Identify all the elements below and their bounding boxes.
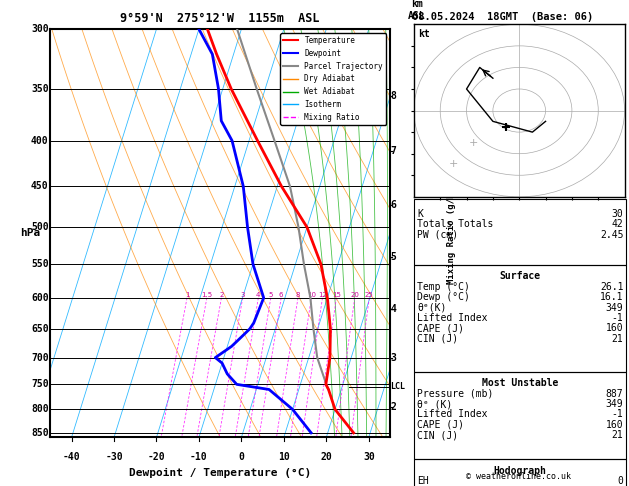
Text: 350: 350	[31, 84, 48, 94]
Text: -10: -10	[190, 451, 208, 462]
Text: Totals Totals: Totals Totals	[417, 220, 493, 229]
Text: 700: 700	[31, 353, 48, 363]
Text: 7: 7	[391, 146, 396, 156]
Text: -40: -40	[63, 451, 81, 462]
Text: 600: 600	[31, 293, 48, 303]
Text: 42: 42	[611, 220, 623, 229]
Text: 21: 21	[611, 334, 623, 344]
Text: 10: 10	[278, 451, 290, 462]
Text: 1.5: 1.5	[201, 292, 213, 298]
Text: 6: 6	[279, 292, 284, 298]
Text: 25: 25	[365, 292, 374, 298]
Text: Dewp (°C): Dewp (°C)	[417, 292, 470, 302]
Text: 160: 160	[606, 420, 623, 430]
Text: 400: 400	[31, 136, 48, 146]
Text: -1: -1	[611, 409, 623, 419]
Text: 10: 10	[307, 292, 316, 298]
Text: 300: 300	[31, 24, 48, 34]
Text: K: K	[417, 209, 423, 219]
Text: CAPE (J): CAPE (J)	[417, 324, 464, 333]
Text: 349: 349	[606, 302, 623, 312]
Text: -20: -20	[148, 451, 165, 462]
Text: Hodograph: Hodograph	[494, 466, 547, 476]
Text: 3: 3	[391, 353, 396, 363]
Text: 4: 4	[391, 304, 396, 313]
Text: hPa: hPa	[20, 228, 40, 238]
Text: 0: 0	[618, 476, 623, 486]
Text: θᵉ (K): θᵉ (K)	[417, 399, 452, 409]
Text: 30: 30	[363, 451, 375, 462]
Text: CIN (J): CIN (J)	[417, 431, 458, 440]
Text: 550: 550	[31, 259, 48, 269]
Text: 349: 349	[606, 399, 623, 409]
Text: +: +	[469, 138, 478, 148]
Text: Most Unstable: Most Unstable	[482, 378, 559, 388]
Text: 800: 800	[31, 404, 48, 415]
Text: Dewpoint / Temperature (°C): Dewpoint / Temperature (°C)	[129, 468, 311, 478]
Text: 1: 1	[185, 292, 189, 298]
Text: 2: 2	[220, 292, 223, 298]
Text: Temp (°C): Temp (°C)	[417, 282, 470, 292]
Text: km
ASL: km ASL	[408, 0, 426, 21]
Text: 20: 20	[320, 451, 332, 462]
Text: Surface: Surface	[499, 271, 541, 281]
Text: Pressure (mb): Pressure (mb)	[417, 389, 493, 399]
Text: 450: 450	[31, 181, 48, 191]
Text: 850: 850	[31, 428, 48, 438]
Text: Lifted Index: Lifted Index	[417, 409, 487, 419]
Text: 3: 3	[240, 292, 245, 298]
Text: 650: 650	[31, 324, 48, 334]
Text: 26.1: 26.1	[600, 282, 623, 292]
Text: -30: -30	[105, 451, 123, 462]
Text: 887: 887	[606, 389, 623, 399]
Text: 08.05.2024  18GMT  (Base: 06): 08.05.2024 18GMT (Base: 06)	[412, 12, 593, 22]
Text: +: +	[448, 159, 458, 170]
Text: CAPE (J): CAPE (J)	[417, 420, 464, 430]
Text: kt: kt	[418, 30, 430, 39]
Text: EH: EH	[417, 476, 429, 486]
Text: © weatheronline.co.uk: © weatheronline.co.uk	[467, 472, 571, 481]
Text: LCL: LCL	[391, 382, 405, 391]
Text: 2: 2	[391, 402, 396, 412]
Text: 5: 5	[269, 292, 273, 298]
Text: 160: 160	[606, 324, 623, 333]
Text: 20: 20	[350, 292, 359, 298]
Text: 6: 6	[391, 200, 396, 210]
Text: 500: 500	[31, 222, 48, 232]
Text: -1: -1	[611, 313, 623, 323]
Text: 30: 30	[611, 209, 623, 219]
Text: 2.45: 2.45	[600, 230, 623, 240]
Text: 9°59'N  275°12'W  1155m  ASL: 9°59'N 275°12'W 1155m ASL	[120, 12, 320, 25]
Text: θᵉ(K): θᵉ(K)	[417, 302, 447, 312]
Legend: Temperature, Dewpoint, Parcel Trajectory, Dry Adiabat, Wet Adiabat, Isotherm, Mi: Temperature, Dewpoint, Parcel Trajectory…	[280, 33, 386, 125]
Text: 16.1: 16.1	[600, 292, 623, 302]
Text: 5: 5	[391, 252, 396, 262]
Text: 21: 21	[611, 431, 623, 440]
Text: PW (cm): PW (cm)	[417, 230, 458, 240]
Text: 4: 4	[256, 292, 260, 298]
Text: 8: 8	[391, 90, 396, 101]
Text: CIN (J): CIN (J)	[417, 334, 458, 344]
Text: Mixing Ratio (g/kg): Mixing Ratio (g/kg)	[447, 182, 455, 284]
Text: Lifted Index: Lifted Index	[417, 313, 487, 323]
Text: 12: 12	[318, 292, 327, 298]
Text: 750: 750	[31, 380, 48, 389]
Text: 15: 15	[332, 292, 341, 298]
Text: 0: 0	[238, 451, 244, 462]
Text: 8: 8	[296, 292, 300, 298]
